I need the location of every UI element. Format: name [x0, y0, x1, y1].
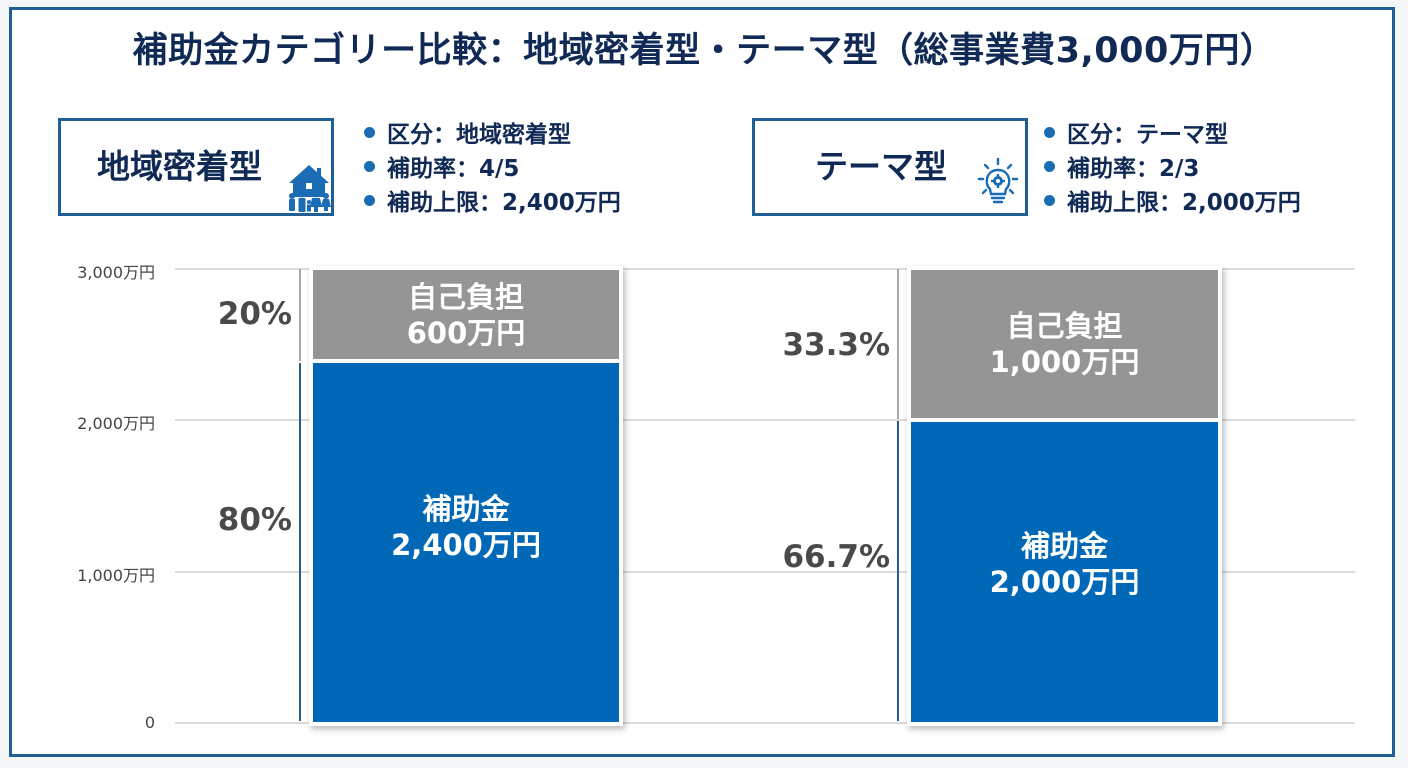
category-box-theme: テーマ型 — [752, 118, 1028, 216]
bullet-icon — [364, 195, 375, 206]
self-percent-label: 20% — [217, 296, 292, 332]
detail-item: 補助率：2/3 — [1044, 152, 1301, 186]
subsidy-percent-label: 80% — [217, 502, 292, 538]
bullet-icon — [1044, 195, 1055, 206]
house-family-icon — [285, 163, 333, 217]
detail-item: 補助上限：2,400万円 — [364, 186, 621, 220]
detail-item: 区分：テーマ型 — [1044, 118, 1301, 152]
y-tick-label: 3,000万円 — [77, 263, 155, 282]
category-label: テーマ型 — [815, 147, 947, 186]
category-label: 地域密着型 — [97, 147, 262, 186]
self-percent-label: 33.3% — [782, 327, 890, 363]
subsidy-percent-label: 66.7% — [782, 539, 890, 575]
y-tick-label: 2,000万円 — [77, 414, 155, 433]
lightbulb-gear-icon — [977, 157, 1019, 213]
stacked-bar-community: 自己負担 600万円 補助金 2,400万円 — [309, 266, 623, 726]
detail-item: 補助率：4/5 — [364, 152, 621, 186]
self-burden-segment: 自己負担 1,000万円 — [911, 270, 1218, 418]
y-tick-label: 1,000万円 — [77, 566, 155, 585]
gridline — [175, 419, 1355, 421]
category-details-theme: 区分：テーマ型 補助率：2/3 補助上限：2,000万円 — [1044, 118, 1301, 220]
gridline — [175, 571, 1355, 573]
subsidy-segment: 補助金 2,400万円 — [313, 363, 619, 722]
self-share-bracket — [299, 269, 301, 361]
gridline — [175, 722, 1355, 724]
bullet-icon — [1044, 161, 1055, 172]
subsidy-share-bracket — [299, 363, 301, 721]
stacked-bar-theme: 自己負担 1,000万円 補助金 2,000万円 — [907, 266, 1222, 726]
bullet-icon — [1044, 127, 1055, 138]
self-burden-segment: 自己負担 600万円 — [313, 270, 619, 359]
bullet-icon — [364, 161, 375, 172]
chart-title: 補助金カテゴリー比較：地域密着型・テーマ型（総事業費3,000万円） — [132, 31, 1276, 71]
self-share-bracket — [897, 269, 899, 419]
detail-item: 区分：地域密着型 — [364, 118, 621, 152]
y-tick-label: 0 — [144, 713, 155, 732]
category-box-community: 地域密着型 — [58, 118, 334, 216]
gridline — [175, 268, 1355, 270]
detail-item: 補助上限：2,000万円 — [1044, 186, 1301, 220]
subsidy-segment: 補助金 2,000万円 — [911, 422, 1218, 722]
category-details-community: 区分：地域密着型 補助率：4/5 補助上限：2,400万円 — [364, 118, 621, 220]
subsidy-share-bracket — [897, 421, 899, 721]
bullet-icon — [364, 127, 375, 138]
